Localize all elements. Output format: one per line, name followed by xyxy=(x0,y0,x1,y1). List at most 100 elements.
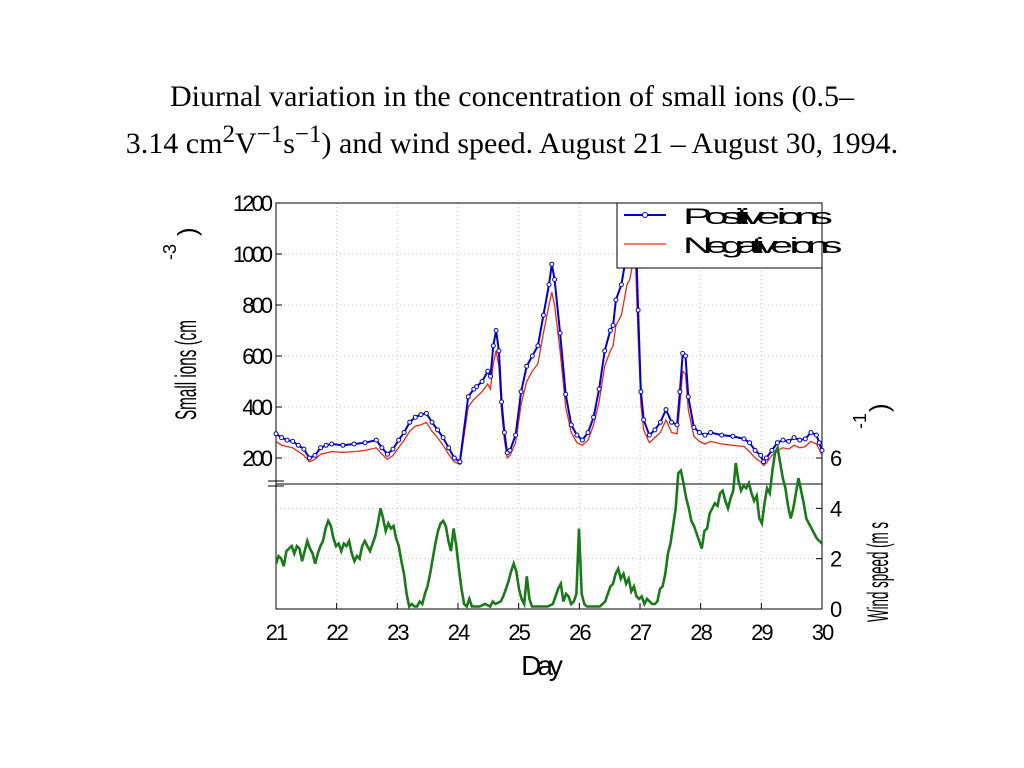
positive-ions-point xyxy=(429,419,435,425)
positive-ions-point xyxy=(763,455,769,461)
positive-ions-point xyxy=(479,379,485,384)
positive-ions-point xyxy=(499,399,505,405)
top-ylabel-close: ) xyxy=(172,227,202,236)
positive-ions-point xyxy=(774,440,780,446)
axis-labels: Small ions (cm -3) Wind speed (m s -1) Day xyxy=(160,227,895,681)
positive-ions-point xyxy=(635,307,641,313)
positive-ions-point xyxy=(702,432,708,438)
positive-ions-point xyxy=(808,430,814,435)
top-ylabel: Small ions (cm xyxy=(170,320,203,420)
positive-ions-point xyxy=(602,348,608,354)
positive-ions-point xyxy=(273,431,279,437)
positive-ions-point xyxy=(585,430,591,435)
series-wind-speed-line xyxy=(276,444,822,609)
positive-ions-point xyxy=(306,455,312,461)
positive-ions-point xyxy=(401,430,407,435)
positive-ions-point xyxy=(474,384,480,390)
positive-ions-point xyxy=(791,435,797,441)
positive-ions-point xyxy=(618,282,624,288)
positive-ions-point xyxy=(501,430,507,435)
y-tick-label-bottom: 2 xyxy=(830,547,842,572)
y-tick-label-top: 800 xyxy=(242,293,272,318)
positive-ions-point xyxy=(613,297,619,303)
title-part-c: s xyxy=(283,127,295,160)
positive-ions-point xyxy=(663,407,669,413)
legend: Positive ions Negative ions xyxy=(616,202,846,269)
positive-ions-point xyxy=(610,322,616,328)
series-negative-ions-line xyxy=(276,256,822,467)
positive-ions-point xyxy=(638,389,644,395)
x-axis-label: Day xyxy=(521,650,563,681)
positive-ions-point xyxy=(290,438,296,444)
positive-ions-point xyxy=(797,437,803,443)
positive-ions-point xyxy=(373,437,379,443)
positive-ions-point xyxy=(379,445,385,451)
y-tick-label-top: 1000 xyxy=(233,242,273,267)
positive-ions-point xyxy=(323,442,329,448)
positive-ions-point xyxy=(780,437,786,443)
positive-ions-point xyxy=(708,430,714,435)
positive-ions-point xyxy=(465,394,471,400)
positive-ions-point xyxy=(568,422,574,428)
positive-ions-point xyxy=(301,446,307,452)
positive-ions-point xyxy=(552,277,558,282)
positive-ions-point xyxy=(435,427,441,433)
positive-ions-point xyxy=(490,343,496,349)
title-part-b: V xyxy=(234,127,257,160)
positive-ions-point xyxy=(563,391,569,397)
positive-ions-point xyxy=(758,452,764,458)
y-tick-label-top: 600 xyxy=(242,344,272,369)
positive-ions-point xyxy=(329,441,335,447)
positive-ions-point xyxy=(741,436,747,442)
x-tick-label: 26 xyxy=(569,620,591,645)
positive-ions-point xyxy=(507,447,513,453)
x-tick-label: 29 xyxy=(751,620,773,645)
title-line-2: 3.14 cm2V−1s−1) and wind speed. August 2… xyxy=(0,116,1024,163)
positive-ions-point xyxy=(607,328,613,333)
title-line-1: Diurnal variation in the concentration o… xyxy=(170,80,854,113)
positive-ions-point xyxy=(696,430,702,435)
positive-ions-point xyxy=(440,435,446,441)
positive-ions-point xyxy=(340,442,346,448)
positive-ions-point xyxy=(535,343,541,349)
positive-ions-point xyxy=(557,330,563,336)
positive-ions-point xyxy=(318,445,324,451)
top-ylabel-superscript: -3 xyxy=(160,244,180,260)
positive-ions-point xyxy=(279,435,285,441)
x-tick-label: 24 xyxy=(448,620,470,645)
bottom-ylabel-superscript: -1 xyxy=(850,413,870,429)
x-tick-label: 21 xyxy=(266,620,288,645)
positive-ions-point xyxy=(685,394,691,400)
positive-ions-point xyxy=(418,412,424,418)
positive-ions-point xyxy=(546,282,552,288)
y-tick-label-top: 400 xyxy=(242,395,272,420)
title-part-d: ) and wind speed. August 21 – August 30,… xyxy=(321,127,899,160)
positive-ions-point xyxy=(396,437,402,443)
y-tick-label-bottom: 6 xyxy=(830,446,842,471)
positive-ions-point xyxy=(493,328,499,333)
positive-ions-point xyxy=(802,436,808,442)
top-panel-axes: 200 400 600 800 1000 1200 xyxy=(233,191,823,487)
positive-ions-point xyxy=(407,419,413,425)
positive-ions-point xyxy=(596,386,602,392)
title-part-a: 3.14 cm xyxy=(125,127,223,160)
y-tick-label-top: 1200 xyxy=(233,191,273,216)
bottom-ylabel: Wind speed (m s xyxy=(862,522,895,622)
y-tick-label-bottom: 0 xyxy=(830,597,842,622)
positive-ions-point xyxy=(761,459,766,465)
x-tick-label: 22 xyxy=(326,620,348,645)
positive-ions-point xyxy=(683,353,688,359)
y-tick-label-top: 200 xyxy=(242,446,272,471)
legend-positive-ions-marker xyxy=(642,212,648,218)
positive-ions-point xyxy=(657,419,663,425)
positive-ions-point xyxy=(574,432,580,438)
positive-ions-point xyxy=(312,452,318,458)
positive-ions-point xyxy=(641,417,647,423)
positive-ions-point xyxy=(284,437,290,443)
positive-ions-point xyxy=(513,432,519,438)
title-sup-3: −1 xyxy=(294,121,322,148)
series-layer xyxy=(273,208,825,609)
positive-ions-point xyxy=(786,438,792,444)
positive-ions-point xyxy=(691,424,697,430)
